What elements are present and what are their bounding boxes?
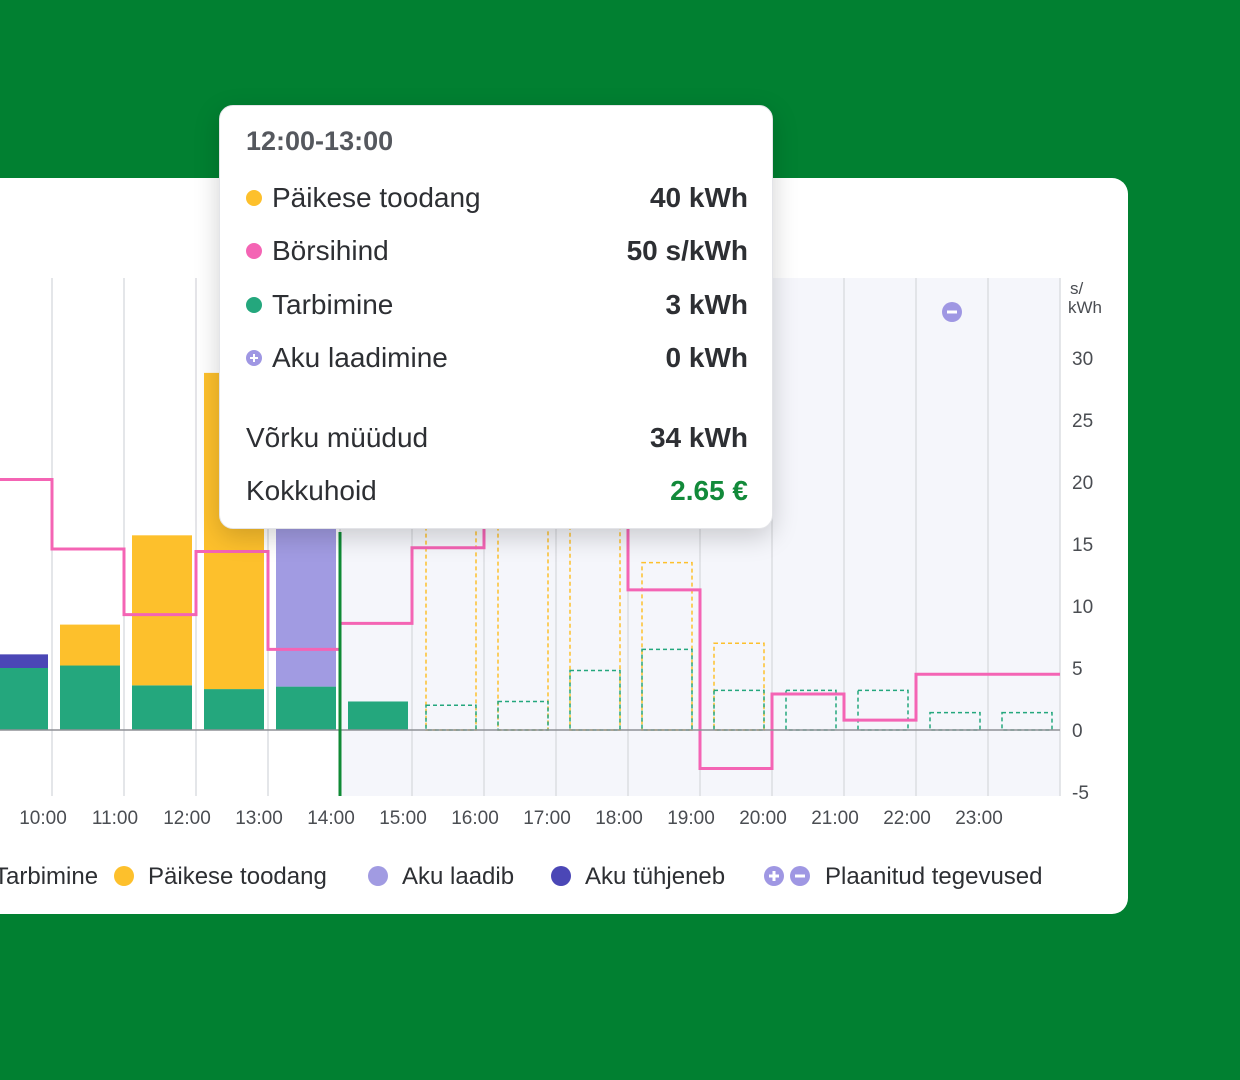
legend-label: Aku tühjeneb (585, 863, 725, 890)
solar-bar (132, 535, 192, 686)
tooltip: 12:00-13:00 Päikese toodang 40 kWh Börsi… (219, 105, 773, 529)
yellow-dot-icon (246, 190, 262, 206)
y-tick-label: 0 (1072, 721, 1083, 742)
consumption-bar (60, 665, 120, 730)
consumption-bar (276, 686, 336, 730)
minus-circle-icon[interactable] (942, 302, 962, 322)
marker-bar (772, 871, 776, 881)
x-tick-label: 10:00 (19, 808, 67, 829)
marker-bar (947, 310, 957, 314)
legend-label: Aku laadib (402, 863, 514, 890)
y-tick-labels: 30 25 20 15 10 5 0 -5 (1072, 349, 1093, 804)
x-tick-label: 22:00 (883, 808, 931, 829)
consumption-bar (0, 668, 48, 730)
marker-bar (795, 874, 805, 878)
consumption-bar (132, 685, 192, 730)
legend-label: Päikese toodang (148, 863, 327, 890)
dark-purple-dot-icon (551, 866, 571, 886)
y-tick-label: 15 (1072, 535, 1093, 556)
legend: Tarbimine Päikese toodang Aku laadib Aku tü… (0, 863, 1043, 890)
yellow-dot-icon (114, 866, 134, 886)
legend-item: Aku tühjeneb (551, 863, 725, 890)
tooltip-label: Võrku müüdud (246, 422, 429, 453)
x-tick-label: 12:00 (163, 808, 211, 829)
tooltip-row-consumption: Tarbimine 3 kWh (246, 289, 748, 325)
tooltip-label: Kokkuhoid (246, 475, 377, 506)
legend-item: Tarbimine (0, 863, 98, 890)
tooltip-label: Päikese toodang (272, 182, 481, 213)
x-tick-label: 21:00 (811, 808, 859, 829)
y-axis-unit: s/kWh (1068, 279, 1102, 317)
y-tick-label: 10 (1072, 597, 1093, 618)
forecast-consumption-bar (497, 700, 549, 731)
x-tick-label: 14:00 (307, 808, 355, 829)
solar-bar (60, 624, 120, 666)
tooltip-label: Aku laadimine (272, 342, 448, 373)
x-tick-label: 16:00 (451, 808, 499, 829)
x-tick-label: 18:00 (595, 808, 643, 829)
tooltip-title: 12:00-13:00 (246, 126, 394, 156)
tooltip-label: Tarbimine (272, 289, 394, 320)
x-tick-label: 17:00 (523, 808, 571, 829)
legend-item: Aku laadib (368, 863, 514, 890)
y-tick-label: -5 (1072, 783, 1089, 804)
y-tick-label: 30 (1072, 349, 1093, 370)
y-tick-label: 25 (1072, 411, 1093, 432)
light-purple-dot-icon (368, 866, 388, 886)
x-tick-label: 15:00 (379, 808, 427, 829)
tooltip-savings-value: 2.65 € (670, 475, 748, 506)
x-tick-label: 20:00 (739, 808, 787, 829)
tooltip-row-sold: Võrku müüdud 34 kWh (246, 422, 748, 458)
tooltip-row-savings: Kokkuhoid 2.65 € (246, 475, 748, 511)
plus-minus-icon (764, 866, 810, 886)
x-tick-label: 11:00 (92, 808, 138, 829)
tooltip-value: 3 kWh (665, 289, 748, 320)
y-tick-label: 20 (1072, 473, 1093, 494)
tooltip-row-price: Börsihind 50 s/kWh (246, 235, 748, 271)
tooltip-row-solar: Päikese toodang 40 kWh (246, 182, 748, 218)
green-dot-icon (246, 297, 262, 313)
consumption-bar (204, 689, 264, 730)
y-tick-label: 5 (1072, 659, 1083, 680)
legend-item: Päikese toodang (114, 863, 327, 890)
tooltip-value: 34 kWh (649, 422, 748, 453)
pink-dot-icon (246, 243, 262, 259)
tooltip-row-battery-charging: Aku laadimine 0 kWh (246, 342, 748, 378)
x-tick-label: 19:00 (667, 808, 715, 829)
legend-item: Plaanitud tegevused (764, 863, 1043, 890)
tooltip-value: 50 s/kWh (626, 235, 748, 266)
legend-label: Plaanitud tegevused (825, 863, 1043, 890)
tooltip-value: 40 kWh (649, 182, 748, 213)
x-tick-label: 23:00 (955, 808, 1003, 829)
plus-circle-icon (246, 350, 262, 366)
tooltip-value: 0 kWh (665, 342, 748, 373)
consumption-bar (348, 701, 408, 730)
legend-label: Tarbimine (0, 863, 98, 890)
x-tick-label: 13:00 (235, 808, 283, 829)
x-tick-labels: 10:00 11:00 12:00 13:00 14:00 15:00 16:00 17:00… (19, 808, 1003, 829)
forecast-solar-bar (641, 561, 693, 731)
battery-discharging-bar (0, 654, 48, 668)
tooltip-label: Börsihind (272, 235, 389, 266)
